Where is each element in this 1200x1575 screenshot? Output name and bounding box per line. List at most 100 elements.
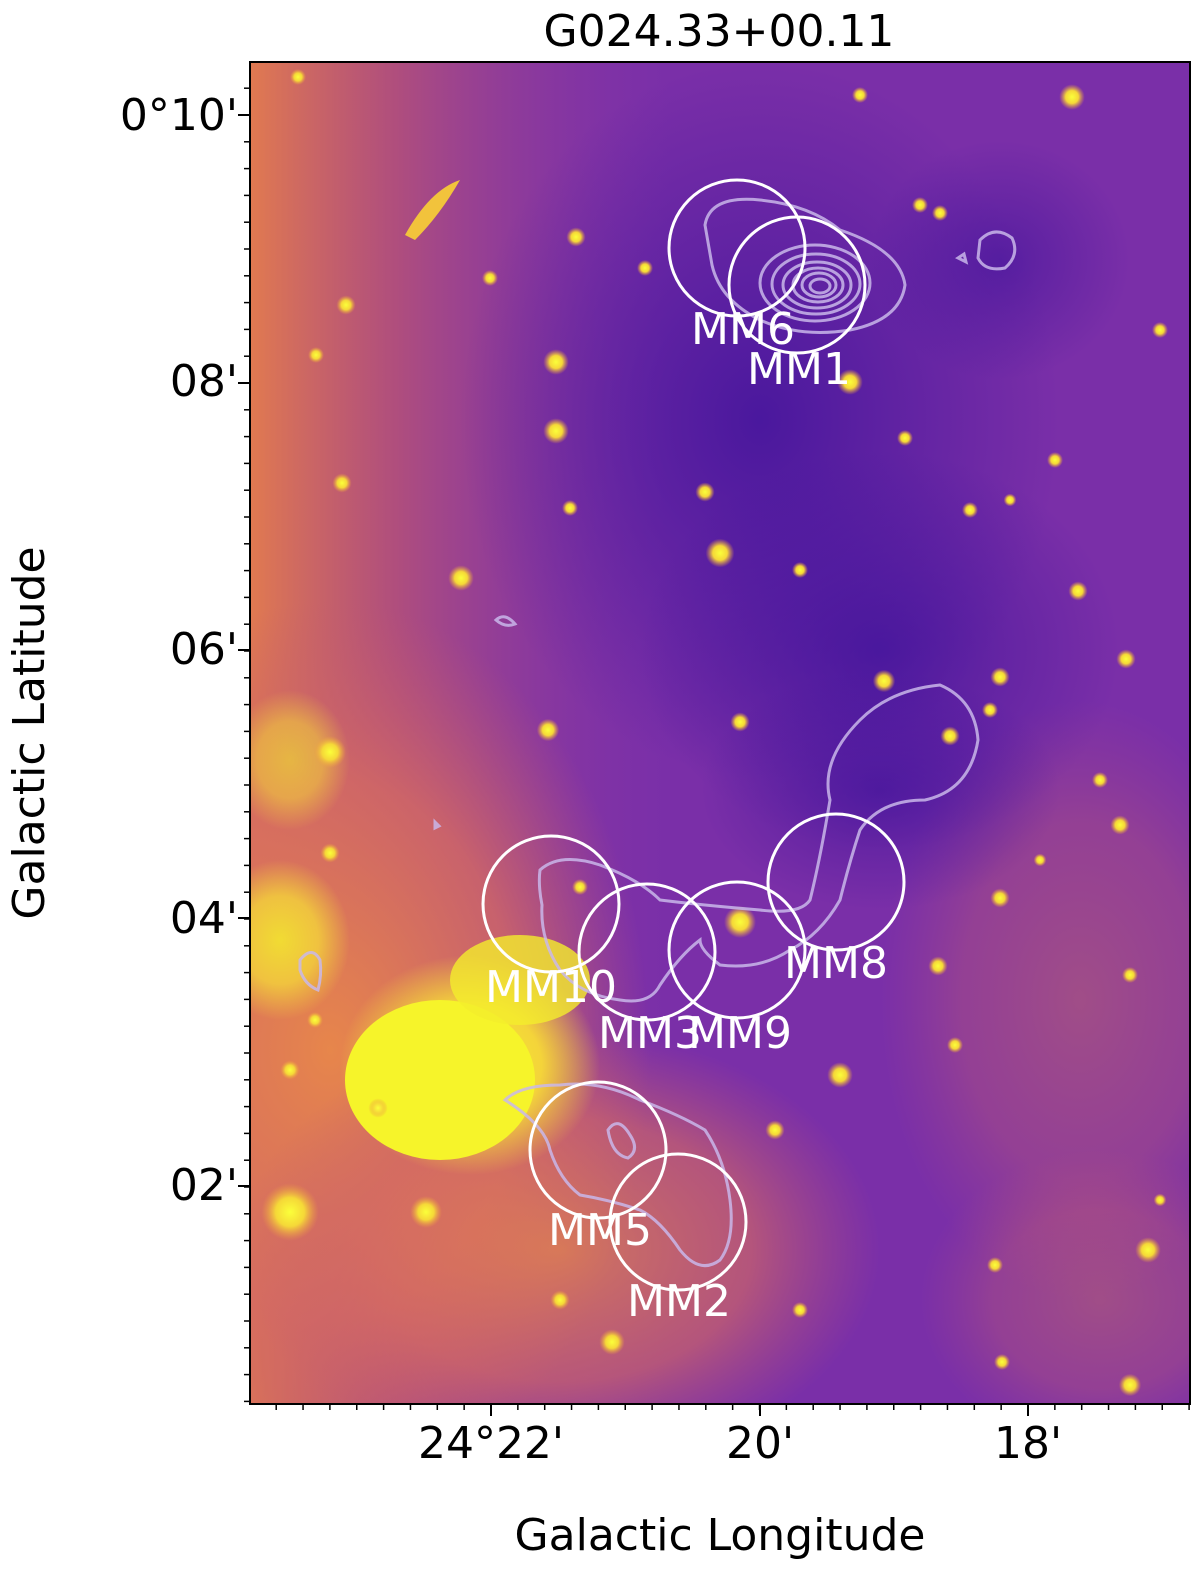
star: [792, 562, 808, 578]
source-label-mm2: MM2: [627, 1276, 731, 1327]
star: [932, 205, 948, 221]
contour-mm1-3: [781, 260, 853, 310]
star: [536, 718, 560, 742]
x-tick-labels: 24°22' 20' 18': [418, 1418, 1062, 1469]
star: [705, 538, 735, 568]
source-label-mm10: MM10: [485, 962, 617, 1013]
star: [1135, 1237, 1161, 1263]
contours: [298, 197, 1017, 1268]
contour-small-mid: [493, 615, 518, 627]
star: [336, 295, 356, 315]
star: [1003, 493, 1017, 507]
y-tick-label: 08': [170, 356, 238, 407]
plot-title: G024.33+00.11: [544, 6, 895, 57]
star: [332, 473, 352, 493]
star: [368, 1098, 388, 1118]
star: [1068, 581, 1088, 601]
y-tick-label: 0°10': [120, 90, 238, 141]
star: [599, 1329, 625, 1355]
contour-south-chain: [537, 683, 980, 1003]
star: [410, 1196, 442, 1228]
star: [827, 1062, 853, 1088]
star: [1059, 84, 1085, 110]
y-tick-label: 04': [170, 893, 238, 944]
star: [550, 1290, 570, 1310]
star: [1122, 967, 1138, 983]
star: [1047, 452, 1063, 468]
star: [765, 1120, 785, 1140]
star: [872, 669, 896, 693]
star: [897, 430, 913, 446]
source-label-mm6: MM6: [691, 304, 795, 355]
star: [562, 500, 578, 516]
contour-small-ne: [976, 230, 1017, 271]
contour-south-inner: [606, 1122, 636, 1160]
star: [572, 879, 588, 895]
y-axis-label: Galactic Latitude: [4, 546, 55, 919]
star: [947, 1037, 963, 1053]
star: [990, 667, 1010, 687]
source-circle-mm9: [667, 880, 807, 1020]
source-label-mm3: MM3: [598, 1008, 702, 1059]
contour-left: [298, 951, 323, 992]
star: [940, 726, 960, 746]
source-label-mm5: MM5: [548, 1205, 652, 1256]
star: [852, 87, 868, 103]
contour-speck: [955, 251, 969, 265]
star: [987, 1257, 1003, 1273]
x-tick-label: 18': [994, 1418, 1062, 1469]
star: [1033, 853, 1047, 867]
star: [912, 197, 928, 213]
star: [724, 906, 756, 938]
contour-mm1-5: [800, 271, 838, 299]
star: [982, 702, 998, 718]
x-tick-label: 24°22': [418, 1418, 564, 1469]
star: [290, 69, 306, 85]
star: [566, 227, 586, 247]
x-tick-label: 20': [726, 1418, 794, 1469]
source-label-mm9: MM9: [688, 1008, 792, 1059]
star: [448, 565, 474, 591]
star: [307, 1012, 323, 1028]
star: [928, 956, 948, 976]
star: [261, 1183, 319, 1241]
contour-south-speck: [433, 818, 442, 831]
x-axis-label: Galactic Longitude: [515, 1510, 926, 1561]
contour-mm1-6: [808, 277, 832, 295]
star: [1110, 815, 1130, 835]
source-circle-mm8: [766, 812, 906, 952]
star: [837, 369, 863, 395]
star: [543, 349, 569, 375]
star: [1153, 1193, 1167, 1207]
star: [320, 843, 340, 863]
axes-frame: [249, 61, 1191, 1405]
source-circle-mm5: [528, 1080, 668, 1220]
star: [730, 712, 750, 732]
star: [308, 347, 324, 363]
axis-ticks: [238, 87, 1190, 1416]
sky-image: [250, 62, 1190, 1404]
star: [994, 1354, 1010, 1370]
contour-south: [502, 1082, 733, 1268]
source-circle-mm2: [608, 1152, 748, 1292]
star: [637, 260, 653, 276]
source-circle-mm10: [481, 834, 621, 974]
y-tick-label: 02': [170, 1160, 238, 1211]
star: [314, 736, 346, 768]
star: [1116, 649, 1136, 669]
star: [1092, 772, 1108, 788]
contour-mm1-2: [770, 252, 862, 316]
star: [280, 1060, 300, 1080]
star: [695, 482, 715, 502]
star: [1118, 1373, 1142, 1397]
stars: [261, 69, 1168, 1397]
star: [482, 270, 498, 286]
source-label-mm8: MM8: [784, 938, 888, 989]
star: [990, 888, 1010, 908]
y-tick-label: 06': [170, 624, 238, 675]
source-circle-mm1: [727, 215, 867, 355]
star: [792, 1302, 808, 1318]
y-tick-labels: 0°10' 08' 06' 04' 02': [120, 90, 238, 1211]
